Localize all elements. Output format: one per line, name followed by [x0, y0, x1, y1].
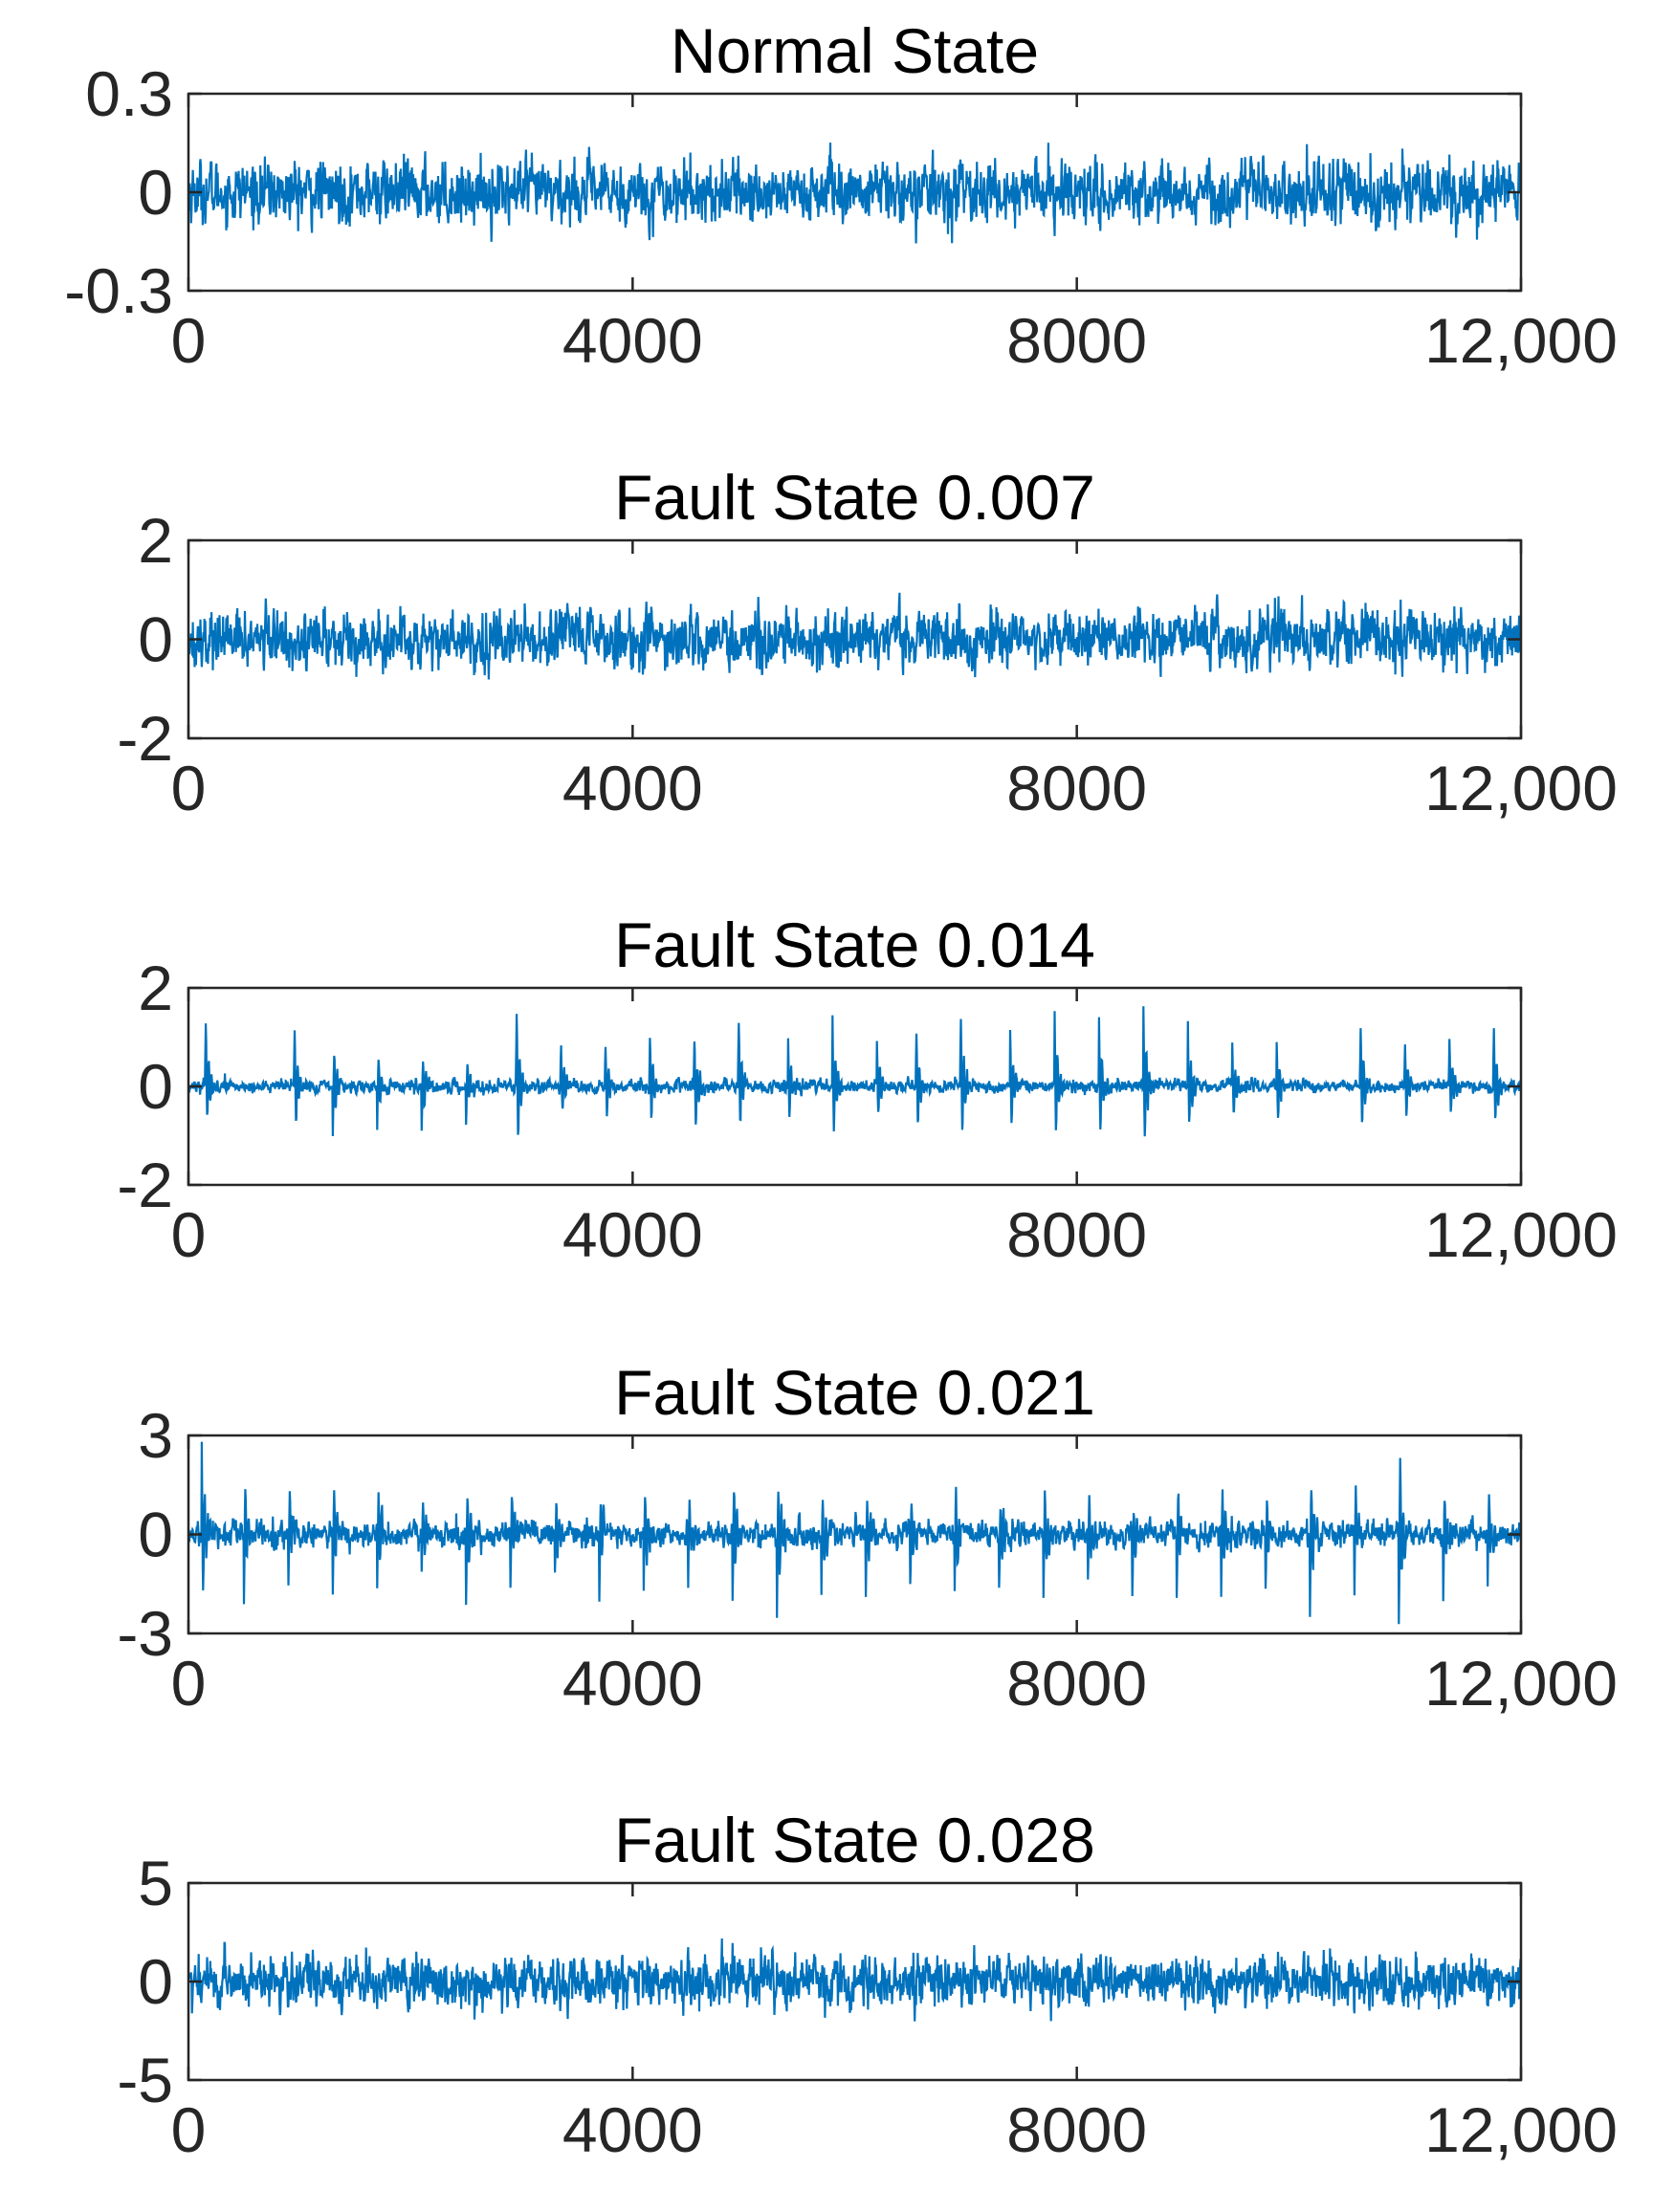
- y-tick-label: 0: [138, 1500, 173, 1570]
- x-tick-label: 8000: [1006, 1199, 1147, 1270]
- x-tick-label: 4000: [562, 1648, 703, 1719]
- x-tick-label: 12,000: [1424, 753, 1618, 823]
- x-tick-label: 12,000: [1424, 1648, 1618, 1719]
- x-tick-label: 0: [171, 753, 207, 823]
- y-tick-label: -0.3: [64, 255, 173, 326]
- signal-line: [188, 1938, 1521, 2022]
- y-tick-label: 5: [138, 1848, 173, 1918]
- x-tick-label: 4000: [562, 1199, 703, 1270]
- signal-line: [188, 142, 1521, 244]
- x-tick-label: 12,000: [1424, 305, 1618, 376]
- x-tick-label: 4000: [562, 305, 703, 376]
- x-tick-label: 12,000: [1424, 1199, 1618, 1270]
- subplot-title: Fault State 0.028: [614, 1805, 1095, 1875]
- signal-line: [188, 1006, 1521, 1137]
- y-tick-label: 0: [138, 604, 173, 675]
- y-tick-label: -2: [117, 1150, 173, 1220]
- x-tick-label: 12,000: [1424, 2094, 1618, 2165]
- y-tick-label: 0: [138, 1051, 173, 1122]
- subplot-title: Normal State: [671, 15, 1039, 86]
- x-tick-label: 8000: [1006, 1648, 1147, 1719]
- x-tick-label: 8000: [1006, 2094, 1147, 2165]
- y-tick-label: 0: [138, 157, 173, 228]
- y-tick-label: 0: [138, 1946, 173, 2017]
- x-tick-label: 0: [171, 305, 207, 376]
- y-tick-label: 0.3: [85, 58, 173, 129]
- y-tick-label: 2: [138, 505, 173, 576]
- x-tick-label: 4000: [562, 2094, 703, 2165]
- x-tick-label: 0: [171, 2094, 207, 2165]
- x-tick-label: 8000: [1006, 305, 1147, 376]
- x-tick-label: 8000: [1006, 753, 1147, 823]
- y-tick-label: -2: [117, 703, 173, 774]
- x-tick-label: 0: [171, 1648, 207, 1719]
- y-tick-label: 3: [138, 1400, 173, 1471]
- subplot-title: Fault State 0.007: [614, 462, 1095, 533]
- y-tick-label: 2: [138, 953, 173, 1023]
- y-tick-label: -3: [117, 1598, 173, 1669]
- y-tick-label: -5: [117, 2045, 173, 2115]
- x-tick-label: 0: [171, 1199, 207, 1270]
- subplot-title: Fault State 0.014: [614, 909, 1095, 980]
- signal-line: [188, 1441, 1521, 1625]
- subplot-title: Fault State 0.021: [614, 1357, 1095, 1428]
- signal-line: [188, 592, 1521, 680]
- x-tick-label: 4000: [562, 753, 703, 823]
